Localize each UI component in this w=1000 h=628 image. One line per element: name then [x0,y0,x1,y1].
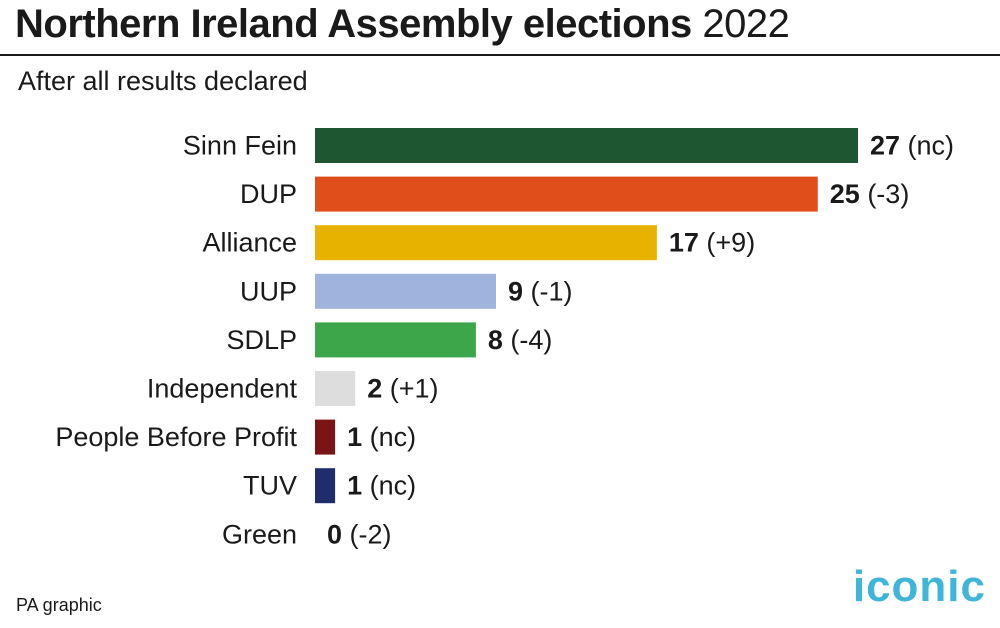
value-label-uup: 9 (-1) [508,276,573,306]
category-label-sinn-fein: Sinn Fein [183,131,297,161]
chart-title: Northern Ireland Assembly elections 2022 [15,2,790,47]
bar-independent [315,371,356,406]
category-label-independent: Independent [147,374,298,404]
category-label-tuv: TUV [243,471,297,501]
iconic-logo: iconic [852,562,986,611]
chart-subtitle: After all results declared [18,66,308,96]
bar-sdlp [315,322,476,358]
category-label-alliance: Alliance [202,228,297,258]
category-label-green: Green [222,519,297,549]
bar-chart: Sinn Fein 27 (nc) DUP 25 (-3) Alliance 17 (+9… [55,128,954,549]
category-label-people-before-profit: People Before Profit [55,422,297,452]
bar-tuv [315,468,336,504]
bar-sinn-fein [315,128,858,163]
category-label-dup: DUP [240,179,297,209]
bar-dup [315,176,818,212]
value-label-independent: 2 (+1) [367,374,438,404]
source-credit: PA graphic [16,595,102,615]
title-main: Northern Ireland Assembly elections [15,2,692,46]
value-label-green: 0 (-2) [327,519,392,549]
category-label-sdlp: SDLP [226,325,297,355]
bar-alliance [315,225,657,261]
value-label-dup: 25 (-3) [830,179,910,209]
value-label-sdlp: 8 (-4) [488,325,553,355]
bar-people-before-profit [315,419,336,455]
value-label-people-before-profit: 1 (nc) [347,422,416,452]
category-label-uup: UUP [240,276,297,306]
value-label-alliance: 17 (+9) [669,228,755,258]
title-divider [0,54,1000,56]
value-label-sinn-fein: 27 (nc) [870,131,954,161]
bar-uup [315,273,496,309]
title-year: 2022 [702,2,790,46]
value-label-tuv: 1 (nc) [347,471,416,501]
